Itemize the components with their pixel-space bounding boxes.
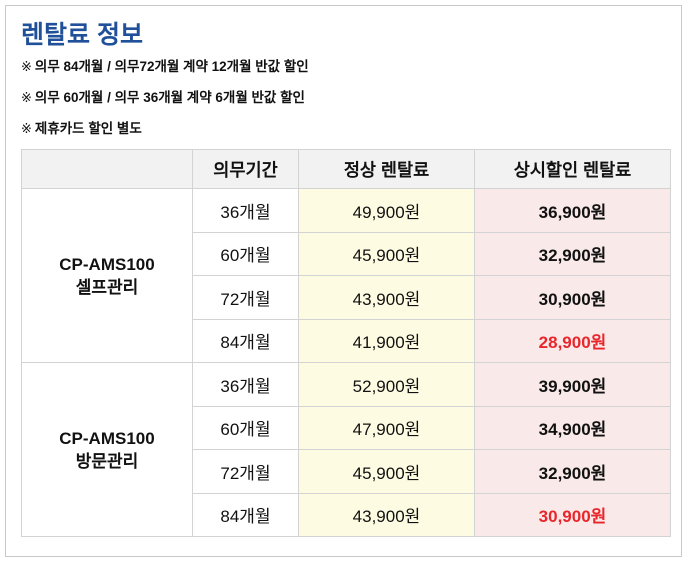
sale-price-cell: 32,900원: [474, 231, 671, 276]
normal-price-cell: 43,900원: [298, 275, 475, 320]
column-header-sale-price: 상시할인 렌탈료: [474, 149, 671, 189]
page-title: 렌탈료 정보: [21, 21, 143, 49]
table-row: 84개월 41,900원 28,900원: [22, 318, 671, 363]
normal-price-cell: 41,900원: [298, 318, 475, 363]
note-line-3: ※ 제휴카드 할인 별도: [21, 120, 667, 137]
sale-price-cell: 34,900원: [474, 405, 671, 450]
term-cell: 60개월: [192, 231, 299, 276]
table-row: CP-AMS100 셀프관리 36개월 49,900원 36,900원: [21, 188, 671, 363]
normal-price-cell: 47,900원: [298, 405, 475, 450]
term-cell: 84개월: [192, 318, 299, 363]
table-row: 60개월 45,900원 32,900원: [22, 231, 671, 276]
sale-price-cell: 39,900원: [474, 362, 671, 407]
term-cell: 72개월: [192, 275, 299, 320]
term-cell: 72개월: [192, 449, 299, 494]
sale-price-cell-highlighted: 28,900원: [474, 318, 671, 363]
product-model: CP-AMS100: [59, 254, 155, 274]
table-header-row: 의무기간 정상 렌탈료 상시할인 렌탈료: [21, 149, 671, 189]
table-row: CP-AMS100 방문관리 36개월 52,900원 39,900원: [21, 362, 671, 537]
term-cell: 84개월: [192, 492, 299, 537]
sale-price-cell-highlighted: 30,900원: [474, 492, 671, 537]
table-header: 의무기간 정상 렌탈료 상시할인 렌탈료: [21, 149, 671, 189]
term-cell: 36개월: [192, 362, 299, 407]
normal-price-cell: 52,900원: [298, 362, 475, 407]
note-line-2: ※ 의무 60개월 / 의무 36개월 계약 6개월 반값 할인: [21, 89, 667, 106]
table-body: CP-AMS100 셀프관리 36개월 49,900원 36,900원 60개월…: [21, 188, 671, 537]
sale-price-cell: 30,900원: [474, 275, 671, 320]
product-kind: 방문관리: [75, 451, 139, 471]
rental-price-table: 의무기간 정상 렌탈료 상시할인 렌탈료 CP-AMS100 셀프관리 36개월…: [21, 149, 671, 537]
product-kind: 셀프관리: [75, 277, 139, 297]
note-text-3: 제휴카드 할인 별도: [34, 121, 142, 136]
normal-price-cell: 49,900원: [298, 188, 475, 233]
reference-mark-icon: ※: [21, 59, 32, 74]
product-model: CP-AMS100: [59, 428, 155, 448]
table-row: 84개월 43,900원 30,900원: [22, 492, 671, 537]
column-header-term: 의무기간: [192, 149, 299, 189]
sale-price-cell: 36,900원: [474, 188, 671, 233]
normal-price-cell: 45,900원: [298, 231, 475, 276]
normal-price-cell: 43,900원: [298, 492, 475, 537]
column-header-product: [21, 149, 193, 189]
term-cell: 36개월: [192, 188, 299, 233]
reference-mark-icon: ※: [21, 121, 32, 136]
normal-price-cell: 45,900원: [298, 449, 475, 494]
product-cell-self: CP-AMS100 셀프관리: [21, 188, 193, 363]
table-row: 72개월 43,900원 30,900원: [22, 275, 671, 320]
term-cell: 60개월: [192, 405, 299, 450]
page-container: 렌탈료 정보 ※ 의무 84개월 / 의무72개월 계약 12개월 반값 할인 ※…: [5, 5, 682, 557]
table-row: 72개월 45,900원 32,900원: [22, 449, 671, 494]
product-cell-visit: CP-AMS100 방문관리: [21, 362, 193, 537]
note-line-1: ※ 의무 84개월 / 의무72개월 계약 12개월 반값 할인: [21, 58, 667, 75]
reference-mark-icon: ※: [21, 90, 32, 105]
column-header-normal-price: 정상 렌탈료: [298, 149, 475, 189]
sale-price-cell: 32,900원: [474, 449, 671, 494]
note-text-2: 의무 60개월 / 의무 36개월 계약 6개월 반값 할인: [34, 90, 305, 105]
table-row: 60개월 47,900원 34,900원: [22, 405, 671, 450]
note-text-1: 의무 84개월 / 의무72개월 계약 12개월 반값 할인: [34, 59, 309, 74]
page-content: 렌탈료 정보 ※ 의무 84개월 / 의무72개월 계약 12개월 반값 할인 ※…: [6, 6, 681, 556]
